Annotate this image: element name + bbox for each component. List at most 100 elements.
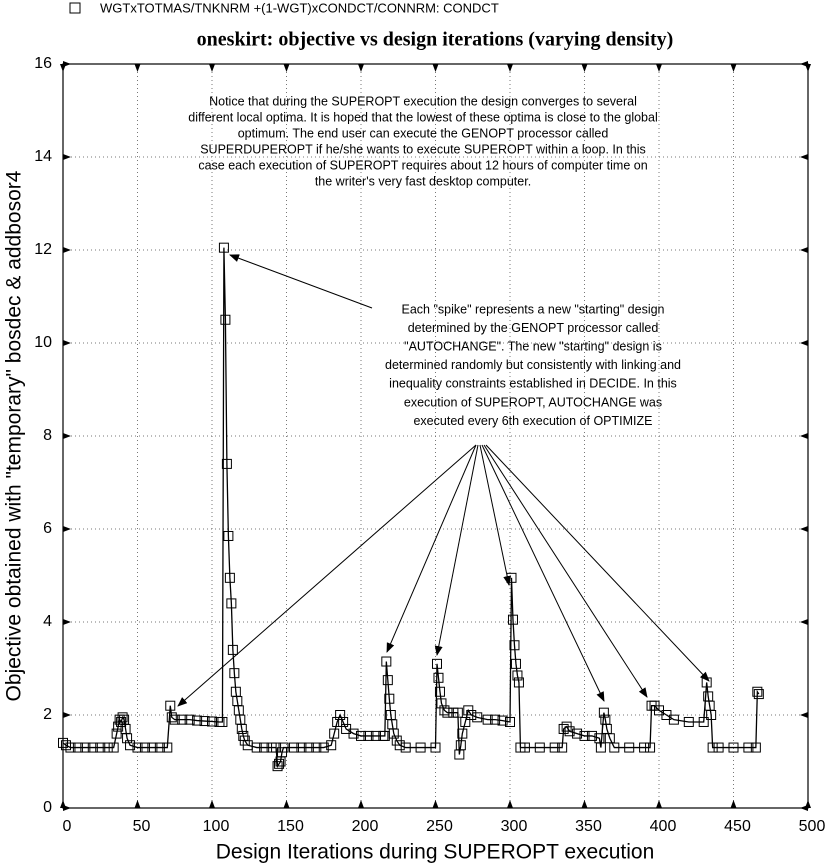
data-point — [728, 742, 739, 753]
annotation-line: SUPERDUPEROPT if he/she wants to execute… — [200, 142, 646, 156]
data-point — [165, 700, 176, 711]
data-point — [363, 730, 374, 741]
data-point — [668, 714, 679, 725]
tick-mark — [432, 800, 439, 808]
arrow — [485, 444, 710, 682]
data-point — [147, 742, 158, 753]
x-tick-label: 450 — [724, 818, 751, 835]
data-point — [482, 714, 493, 725]
data-point — [572, 728, 583, 739]
data-point — [431, 658, 442, 669]
data-point — [102, 742, 113, 753]
data-point — [434, 686, 445, 697]
data-point — [549, 742, 560, 753]
x-tick-label: 300 — [501, 818, 528, 835]
annotation-line: determined by the GENOPT processor calle… — [408, 321, 659, 335]
data-point — [509, 640, 520, 651]
tick-mark — [358, 64, 364, 72]
data-point — [513, 677, 524, 688]
data-point — [95, 742, 106, 753]
x-tick-label: 350 — [575, 818, 602, 835]
y-tick-label: 0 — [43, 799, 52, 816]
data-point — [415, 742, 426, 753]
data-point — [512, 670, 523, 681]
data-point — [534, 742, 545, 753]
data-point — [311, 742, 322, 753]
data-point — [472, 712, 483, 723]
data-point — [639, 742, 650, 753]
x-tick-label: 150 — [277, 818, 304, 835]
data-point — [713, 742, 724, 753]
data-point — [452, 707, 463, 718]
x-tick-label: 250 — [426, 818, 453, 835]
legend-label: WGTxTOTMAS/TNKNRM +(1-WGT)xCONDCT/CONNRM… — [100, 0, 499, 15]
data-point — [177, 714, 188, 725]
data-point — [221, 458, 232, 469]
tick-mark — [63, 340, 71, 346]
arrow — [229, 254, 373, 309]
tick-mark — [63, 619, 71, 625]
x-tick-label: 500 — [799, 818, 825, 835]
data-point — [332, 716, 343, 727]
tick-mark — [507, 64, 513, 72]
data-point — [125, 740, 136, 751]
x-axis-label: Design Iterations during SUPEROPT execut… — [216, 841, 655, 864]
y-tick-label: 2 — [43, 706, 52, 723]
data-point — [460, 716, 471, 727]
data-point — [236, 723, 247, 734]
x-tick-label: 0 — [63, 818, 72, 835]
data-point — [743, 742, 754, 753]
data-point — [564, 726, 575, 737]
annotation-line: different local optima. It is hoped that… — [188, 110, 658, 124]
data-point — [442, 707, 453, 718]
data-point — [338, 716, 349, 727]
data-point — [683, 716, 694, 727]
annotation-line: Each "spike" represents a new "starting"… — [401, 302, 664, 316]
arrow — [386, 444, 477, 653]
data-point — [348, 728, 359, 739]
data-point — [510, 658, 521, 669]
annotations: Notice that during the SUPEROPT executio… — [188, 94, 681, 428]
annotation-line: Notice that during the SUPEROPT executio… — [209, 94, 637, 108]
data-point — [388, 728, 399, 739]
data-point — [706, 710, 717, 720]
y-axis-label: Objective obtained with "temporary" bosd… — [3, 170, 26, 701]
data-point — [457, 728, 468, 739]
data-point — [466, 710, 477, 720]
y-tick-label: 12 — [34, 241, 52, 258]
data-point — [223, 530, 234, 541]
x-tick-label: 50 — [133, 818, 151, 835]
tick-mark — [134, 64, 141, 72]
data-point — [303, 742, 314, 753]
tick-mark — [656, 64, 662, 72]
data-point — [586, 730, 597, 741]
data-point — [381, 656, 392, 667]
tick-mark — [134, 800, 141, 808]
tick-mark — [800, 712, 808, 718]
data-point — [326, 740, 337, 751]
data-point — [162, 742, 173, 753]
data-point — [132, 742, 143, 753]
y-tick-label: 10 — [34, 334, 52, 351]
data-point — [274, 758, 285, 769]
tick-mark — [63, 433, 71, 439]
annotation-line: execution of SUPEROPT, AUTOCHANGE was — [404, 395, 662, 409]
data-point — [207, 716, 217, 727]
data-point — [497, 715, 508, 726]
data-point — [169, 714, 180, 725]
data-point — [259, 742, 270, 753]
data-point — [80, 742, 91, 753]
tick-mark — [800, 340, 808, 346]
data-point — [72, 742, 83, 753]
tick-mark — [581, 64, 588, 72]
arrows — [177, 254, 710, 707]
data-point — [251, 742, 262, 753]
data-point — [226, 598, 237, 609]
data-point — [598, 707, 609, 718]
y-tick-label: 16 — [34, 55, 52, 72]
data-point — [433, 672, 444, 683]
annotation-line: case each execution of SUPEROPT requires… — [198, 158, 647, 172]
data-point — [296, 742, 307, 753]
annotation-line: executed every 6th execution of OPTIMIZE — [413, 414, 652, 428]
data-point — [436, 698, 447, 709]
